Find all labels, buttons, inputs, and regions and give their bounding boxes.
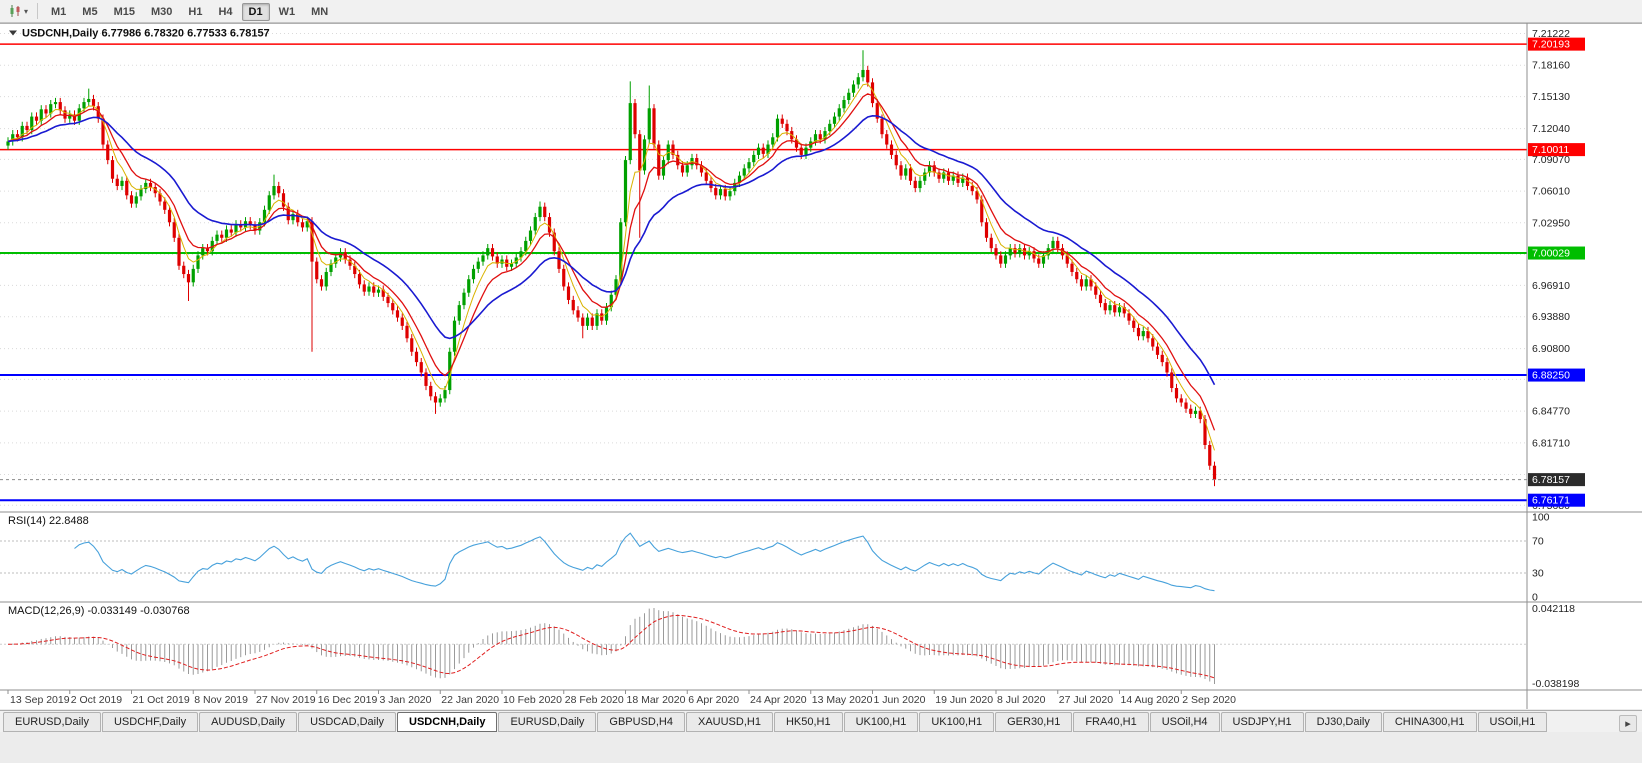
date-label: 1 Jun 2020 [874,694,926,706]
timeframe-button-h1[interactable]: H1 [188,5,203,18]
chart-tab-usdcnh-daily[interactable]: USDCNH,Daily [397,712,498,732]
price-tag-6.76171 [1528,493,1585,507]
date-label: 22 Jan 2020 [441,694,499,706]
chart-tab-gbpusd-h4[interactable]: GBPUSD,H4 [597,712,685,732]
price-tick-label: 7.18160 [1532,60,1570,72]
chart-tabs: EURUSD,Daily USDCHF,Daily AUDUSD,Daily USDC… [3,712,1548,732]
date-label: 14 Aug 2020 [1121,694,1180,706]
price-tick-label: 6.96910 [1532,280,1570,292]
chart-area[interactable]: 7.21222 7.18160 7.15130 7.12040 7.09070 7.060… [0,23,1642,709]
date-label: 6 Apr 2020 [688,694,739,706]
date-label: 3 Jan 2020 [380,694,432,706]
moving-average-5 [7,83,1215,451]
chart-title-ohlc: USDCNH,Daily 6.77986 6.78320 6.77533 6.7… [22,28,270,40]
price-gridlines [0,32,1527,506]
date-label: 24 Apr 2020 [750,694,807,706]
chart-background [0,23,1642,709]
chart-tab-uk100-h1[interactable]: UK100,H1 [919,712,995,732]
price-tag-text: 7.00029 [1532,248,1570,260]
price-tick-label: 7.09070 [1532,154,1570,166]
toolbar-separator [37,3,39,19]
timeframe-button-m15[interactable]: M15 [113,5,135,18]
price-tag-text: 7.10011 [1532,144,1569,156]
timeframe-button-m1[interactable]: M1 [51,5,67,18]
timeframe-button-w1[interactable]: W1 [278,5,296,18]
date-label: 8 Nov 2019 [194,694,248,706]
chart-tab-usdcad-daily[interactable]: USDCAD,Daily [298,712,397,732]
date-label: 8 Jul 2020 [997,694,1046,706]
macd-axis-min: -0.038198 [1532,678,1579,690]
chart-tab-hk50-h1[interactable]: HK50,H1 [773,712,843,732]
timeframe-button-d1[interactable]: D1 [241,2,270,21]
date-label: 27 Jul 2020 [1059,694,1113,706]
moving-average-22 [7,114,1216,386]
price-tag-text: 6.78157 [1532,474,1570,486]
date-label: 2 Oct 2019 [71,694,123,706]
chart-tab-audusd-daily[interactable]: AUDUSD,Daily [199,712,298,732]
price-tick-label: 6.93880 [1532,311,1570,323]
timeframe-button-mn[interactable]: MN [311,5,329,18]
price-tag-text: 6.88250 [1532,370,1570,382]
chart-tab-usdchf-daily[interactable]: USDCHF,Daily [101,712,199,732]
macd-signal-line [7,614,1215,679]
date-label: 27 Nov 2019 [256,694,316,706]
chart-tab-xauusd-h1[interactable]: XAUUSD,H1 [685,712,773,732]
price-tag-7.00029 [1528,246,1585,260]
rsi-label: RSI(14) 22.8488 [8,515,89,527]
date-label: 10 Feb 2020 [503,694,562,706]
chevron-down-icon[interactable]: ▾ [24,6,29,16]
price-tag-7.20193 [1528,37,1585,51]
tab-scroll-right-icon[interactable]: ▸ [1619,715,1637,732]
price-tick-label: 7.21222 [1532,28,1570,40]
date-label: 19 Jun 2020 [935,694,993,706]
timeframe-button-m5[interactable]: M5 [82,5,98,18]
date-label: 16 Dec 2019 [318,694,378,706]
date-label: 2 Sep 2020 [1182,694,1236,706]
rsi-axis-label: 30 [1532,568,1544,580]
timeframe-button-h4[interactable]: H4 [218,5,233,18]
rsi-line [74,532,1215,592]
chart-tab-eurusd-daily[interactable]: EURUSD,Daily [3,712,101,732]
timeframe-button-group: M1 M5 M15 M30 H1 H4 D1 W1 MN [43,2,336,21]
price-tag-7.10011 [1528,143,1585,157]
macd-axis-max: 0.042118 [1532,603,1575,615]
one-click-collapse-arrow-icon[interactable] [9,30,17,36]
timeframe-button-m30[interactable]: M30 [150,5,173,18]
date-label: 13 May 2020 [812,694,873,706]
chart-tab-dj30-daily[interactable]: DJ30,Daily [1304,712,1382,732]
chart-tab-ger30-h1[interactable]: GER30,H1 [995,712,1073,732]
date-label: 28 Feb 2020 [565,694,624,706]
candlestick-chart-icon [10,4,20,17]
top-toolbar: ▾ M1 M5 M15 M30 H1 H4 D1 W1 MN [0,0,1642,23]
rsi-axis-label: 100 [1532,512,1550,524]
price-tick-label: 7.12040 [1532,123,1570,135]
price-tick-label: 6.81710 [1532,437,1570,449]
chart-tab-fra40-h1[interactable]: FRA40,H1 [1073,712,1149,732]
price-tag-text: 6.76171 [1532,495,1570,507]
chart-type-button[interactable]: ▾ [4,2,32,21]
chart-tab-china300-h1[interactable]: CHINA300,H1 [1382,712,1477,732]
rsi-axis-label: 70 [1532,536,1544,548]
rsi-axis-label: 0 [1532,592,1538,604]
date-label: 18 Mar 2020 [627,694,686,706]
chart-tab-usoil-h4[interactable]: USOil,H4 [1149,712,1220,732]
chart-tab-uk100-h1[interactable]: UK100,H1 [843,712,919,732]
chart-tab-usoil-h1[interactable]: USOil,H1 [1477,712,1548,732]
price-tick-label: 6.84770 [1532,406,1570,418]
moving-average-9 [7,93,1216,431]
price-tag-6.78157 [1528,473,1585,487]
price-tag-6.88250 [1528,368,1585,382]
chart-tab-usdjpy-h1[interactable]: USDJPY,H1 [1220,712,1304,732]
price-tick-label: 7.02950 [1532,217,1570,229]
price-tick-label: 7.15130 [1532,91,1570,103]
date-label: 13 Sep 2019 [10,694,70,706]
price-tick-label: 7.06010 [1532,186,1570,198]
macd-label: MACD(12,26,9) -0.033149 -0.030768 [8,605,190,617]
date-label: 21 Oct 2019 [133,694,190,706]
price-tag-text: 7.20193 [1532,39,1570,51]
chart-tab-eurusd-daily[interactable]: EURUSD,Daily [498,712,597,732]
price-tick-label: 6.90800 [1532,343,1570,355]
chart-tab-bar: EURUSD,Daily USDCHF,Daily AUDUSD,Daily USDC… [0,710,1642,732]
